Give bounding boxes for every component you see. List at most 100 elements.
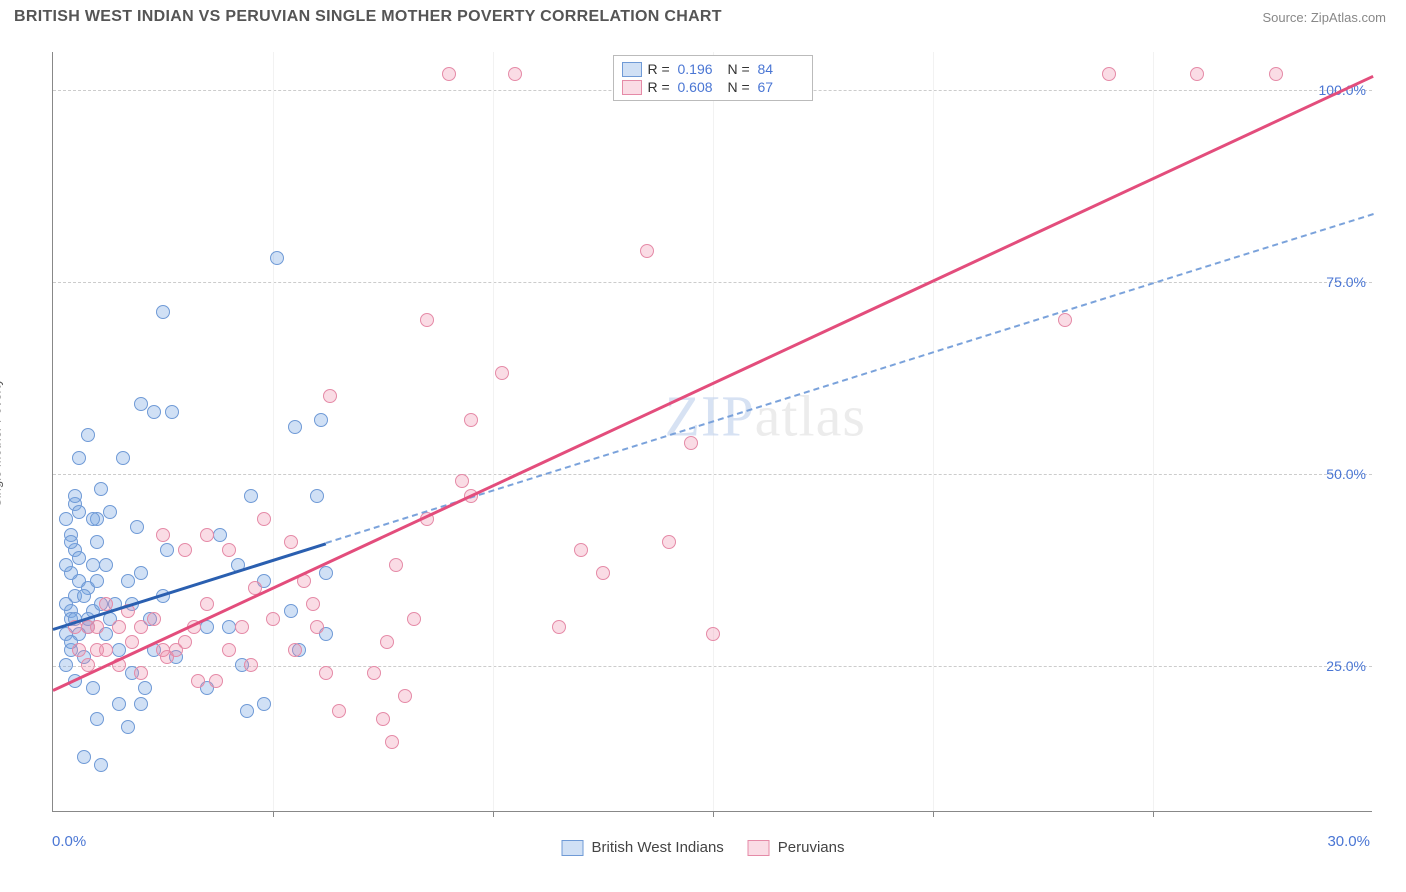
data-point [86, 512, 100, 526]
data-point [147, 405, 161, 419]
data-point [222, 620, 236, 634]
correlation-legend: R =0.196N =84R =0.608N =67 [613, 55, 813, 101]
data-point [178, 543, 192, 557]
gridline-v [273, 52, 274, 811]
data-point [59, 558, 73, 572]
data-point [244, 658, 258, 672]
data-point [367, 666, 381, 680]
data-point [380, 635, 394, 649]
data-point [94, 758, 108, 772]
x-tick [933, 811, 934, 817]
data-point [244, 489, 258, 503]
data-point [596, 566, 610, 580]
data-point [442, 67, 456, 81]
data-point [288, 420, 302, 434]
data-point [200, 597, 214, 611]
data-point [407, 612, 421, 626]
data-point [319, 666, 333, 680]
data-point [112, 697, 126, 711]
data-point [72, 505, 86, 519]
chart-area: ZIPatlas R =0.196N =84R =0.608N =67 25.0… [14, 38, 1392, 848]
data-point [420, 313, 434, 327]
data-point [284, 604, 298, 618]
gridline-v [713, 52, 714, 811]
data-point [662, 535, 676, 549]
data-point [257, 697, 271, 711]
x-tick [713, 811, 714, 817]
data-point [90, 712, 104, 726]
data-point [147, 612, 161, 626]
data-point [222, 643, 236, 657]
y-tick-label: 50.0% [1326, 466, 1366, 482]
legend-row: R = 0.196 N = 84 [622, 60, 802, 78]
legend-swatch [622, 62, 642, 77]
data-point [72, 451, 86, 465]
data-point [389, 558, 403, 572]
data-point [90, 574, 104, 588]
data-point [310, 620, 324, 634]
data-point [323, 389, 337, 403]
data-point [165, 405, 179, 419]
legend-n-value: 84 [758, 61, 802, 77]
data-point [86, 558, 100, 572]
data-point [266, 612, 280, 626]
data-point [130, 520, 144, 534]
data-point [90, 535, 104, 549]
data-point [464, 413, 478, 427]
data-point [72, 551, 86, 565]
data-point [72, 643, 86, 657]
data-point [235, 620, 249, 634]
legend-n-label: N = [728, 61, 752, 77]
data-point [134, 566, 148, 580]
data-point [86, 681, 100, 695]
data-point [1269, 67, 1283, 81]
legend-swatch [562, 840, 584, 856]
data-point [495, 366, 509, 380]
data-point [68, 489, 82, 503]
legend-swatch [622, 80, 642, 95]
chart-title: BRITISH WEST INDIAN VS PERUVIAN SINGLE M… [14, 8, 722, 26]
data-point [77, 589, 91, 603]
chart-header: BRITISH WEST INDIAN VS PERUVIAN SINGLE M… [0, 0, 1406, 30]
legend-series-label: British West Indians [592, 839, 724, 856]
chart-source: Source: ZipAtlas.com [1262, 10, 1386, 25]
y-tick-label: 25.0% [1326, 658, 1366, 674]
gridline-v [493, 52, 494, 811]
data-point [332, 704, 346, 718]
data-point [99, 643, 113, 657]
data-point [257, 512, 271, 526]
series-legend: British West Indians Peruvians [562, 839, 845, 856]
data-point [270, 251, 284, 265]
data-point [64, 535, 78, 549]
data-point [103, 505, 117, 519]
data-point [121, 574, 135, 588]
data-point [125, 635, 139, 649]
legend-series-label: Peruvians [778, 839, 845, 856]
data-point [178, 635, 192, 649]
y-tick-label: 75.0% [1326, 274, 1366, 290]
legend-swatch [748, 840, 770, 856]
data-point [200, 528, 214, 542]
data-point [138, 681, 152, 695]
legend-r-label: R = [648, 61, 672, 77]
legend-r-value: 0.196 [678, 61, 722, 77]
data-point [684, 436, 698, 450]
x-tick [493, 811, 494, 817]
x-axis-min-label: 0.0% [52, 833, 86, 850]
data-point [134, 666, 148, 680]
data-point [134, 697, 148, 711]
data-point [156, 528, 170, 542]
data-point [191, 674, 205, 688]
data-point [160, 543, 174, 557]
data-point [398, 689, 412, 703]
legend-n-label: N = [728, 79, 752, 95]
data-point [376, 712, 390, 726]
legend-r-value: 0.608 [678, 79, 722, 95]
data-point [455, 474, 469, 488]
data-point [94, 482, 108, 496]
data-point [209, 674, 223, 688]
data-point [81, 428, 95, 442]
x-tick [1153, 811, 1154, 817]
data-point [314, 413, 328, 427]
data-point [640, 244, 654, 258]
